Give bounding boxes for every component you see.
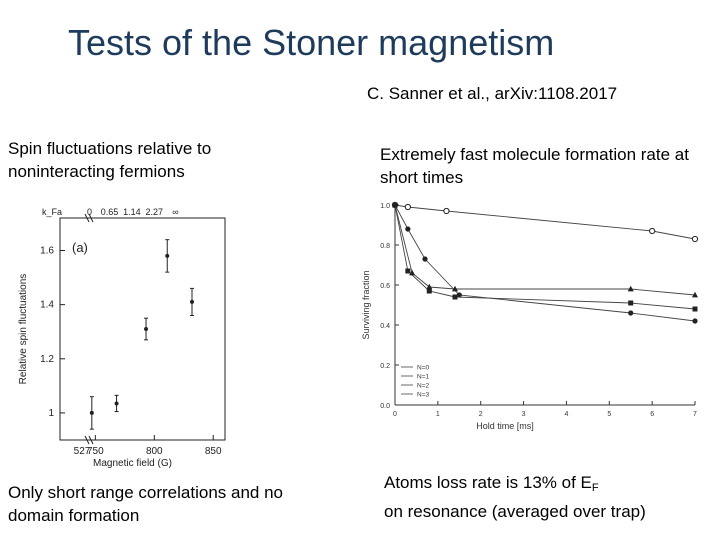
right-data-point xyxy=(426,283,433,290)
right-data-point xyxy=(649,227,656,235)
right-data-point xyxy=(692,318,698,324)
right-series-line xyxy=(394,204,696,322)
right-series-line xyxy=(394,204,696,296)
left-x-axis-label: Magnetic field (G) xyxy=(93,458,172,469)
right-data-point xyxy=(409,269,416,276)
left-data-point xyxy=(144,327,149,331)
left-top-axis-label: k_Fa xyxy=(42,207,62,217)
right-y-tick-label: 0.4 xyxy=(380,323,390,330)
right-legend-entry: N=2 xyxy=(417,383,429,390)
right-x-tick-label: 1 xyxy=(436,411,440,418)
right-data-point xyxy=(452,285,458,292)
right-data-point xyxy=(422,256,428,262)
left-top-tick-label: 2.27 xyxy=(146,207,164,217)
caption-top-left: Spin fluctuations relative to noninterac… xyxy=(8,139,212,181)
right-series-line xyxy=(394,204,696,240)
left-top-tick-label: 1.14 xyxy=(123,207,141,217)
right-legend-entry: N=0 xyxy=(417,365,429,372)
caption-bottom-right-rest: on resonance (averaged over trap) xyxy=(384,502,646,521)
right-data-point xyxy=(392,201,398,208)
right-x-tick-label: 2 xyxy=(479,411,483,418)
left-panel-label: (a) xyxy=(72,240,88,255)
right-x-tick-label: 3 xyxy=(522,411,526,418)
right-data-point xyxy=(443,207,450,215)
right-data-point xyxy=(404,203,411,211)
left-data-point xyxy=(165,253,170,258)
right-data-point xyxy=(405,268,411,274)
left-plot-frame xyxy=(59,217,226,441)
right-x-tick-label: 0 xyxy=(393,411,397,418)
right-x-tick-label: 4 xyxy=(564,411,568,418)
caption-bottom-left: Only short range correlations and no dom… xyxy=(8,483,283,525)
surviving-fraction-chart: 0 1 2 3 4 5 6 7 0.0 0.2 0.4 0.6 0.8 1.0 Hold time [ms]… xyxy=(361,201,699,431)
left-top-axis-break xyxy=(84,213,94,223)
right-y-tick-label: 0.0 xyxy=(380,403,390,410)
right-legend-entry: N=1 xyxy=(417,374,429,381)
right-x-axis-label: Hold time [ms] xyxy=(476,421,534,431)
right-x-tick-label: 5 xyxy=(607,411,611,418)
caption-top-right: Extremely fast molecule formation rate a… xyxy=(380,145,689,187)
left-x-tick-label: 800 xyxy=(146,446,163,457)
left-x-tick-label: 750 xyxy=(87,446,104,457)
right-y-tick-label: 0.6 xyxy=(380,283,390,290)
left-y-tick-label: 1.6 xyxy=(40,245,54,256)
right-x-tick-label: 7 xyxy=(693,411,697,418)
right-y-tick-label: 1.0 xyxy=(380,203,390,210)
caption-bottom-right-sub: F xyxy=(591,482,599,494)
right-data-point xyxy=(692,306,698,312)
left-x-extra-tick-label: 527 xyxy=(74,446,91,457)
left-bottom-axis-break xyxy=(84,435,94,445)
left-y-tick-label: 1 xyxy=(48,408,54,419)
left-x-tick-label: 850 xyxy=(205,446,222,457)
left-y-tick-label: 1.2 xyxy=(40,354,54,365)
left-chart-marks xyxy=(89,239,194,430)
right-data-point xyxy=(692,291,698,298)
right-y-tick-label: 0.2 xyxy=(380,363,390,370)
left-chart-axes: 750 800 850 527 1 1.2 1.4 1.6 0 0.65 1.14 2.27 ∞ k_Fa… xyxy=(18,207,226,469)
right-data-point xyxy=(452,294,458,300)
right-series-line xyxy=(394,204,696,310)
slide-title: Tests of the Stoner magnetism xyxy=(68,22,555,63)
caption-bottom-right: Atoms loss rate is 13% of EF on resonanc… xyxy=(384,471,714,523)
right-y-axis-label: Surviving fraction xyxy=(361,270,371,339)
left-y-tick-label: 1.4 xyxy=(40,300,54,311)
left-top-tick-label: 0 xyxy=(87,207,92,217)
right-chart-axes: 0 1 2 3 4 5 6 7 0.0 0.2 0.4 0.6 0.8 1.0 Hold time [ms]… xyxy=(361,203,697,431)
left-data-point xyxy=(114,401,119,406)
right-x-tick-label: 6 xyxy=(650,411,654,418)
right-data-point xyxy=(627,285,634,292)
right-legend-entry: N=3 xyxy=(417,392,429,399)
right-data-point xyxy=(456,292,462,298)
right-data-point xyxy=(628,310,634,316)
right-chart-marks xyxy=(391,201,699,324)
left-top-tick-label: 0.65 xyxy=(101,207,119,217)
right-data-point xyxy=(691,235,699,243)
left-top-tick-label: ∞ xyxy=(172,207,178,217)
right-data-point xyxy=(426,288,432,294)
left-data-point xyxy=(190,299,194,304)
left-y-axis-label: Relative spin fluctuations xyxy=(18,274,29,385)
left-data-point xyxy=(89,410,94,415)
right-data-point xyxy=(628,300,634,306)
citation: C. Sanner et al., arXiv:1108.2017 xyxy=(367,84,618,103)
right-data-point xyxy=(405,226,411,232)
right-y-tick-label: 0.8 xyxy=(380,243,390,250)
caption-bottom-right-main: Atoms loss rate is 13% of E xyxy=(384,473,592,492)
spin-fluctuation-chart: 750 800 850 527 1 1.2 1.4 1.6 0 0.65 1.14 2.27 ∞ k_Fa… xyxy=(18,207,226,469)
